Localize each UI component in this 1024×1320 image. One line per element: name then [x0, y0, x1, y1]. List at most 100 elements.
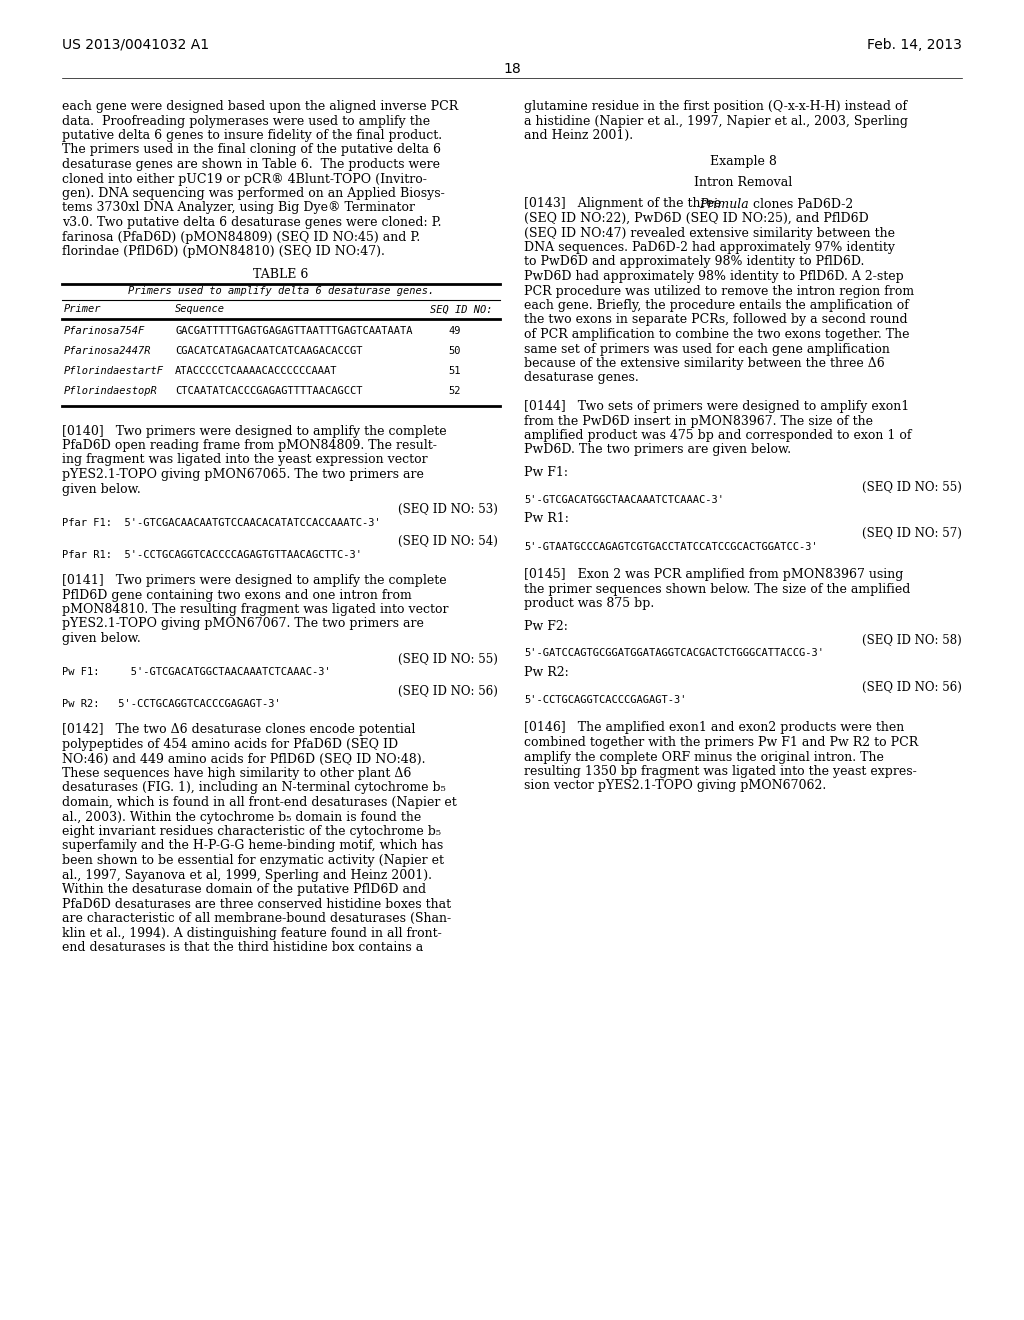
Text: polypeptides of 454 amino acids for PfaD6D (SEQ ID: polypeptides of 454 amino acids for PfaD… [62, 738, 398, 751]
Text: glutamine residue in the first position (Q-x-x-H-H) instead of: glutamine residue in the first position … [524, 100, 907, 114]
Text: Sequence: Sequence [175, 305, 225, 314]
Text: (SEQ ID NO: 55): (SEQ ID NO: 55) [862, 480, 962, 494]
Text: pYES2.1-TOPO giving pMON67067. The two primers are: pYES2.1-TOPO giving pMON67067. The two p… [62, 618, 424, 631]
Text: given below.: given below. [62, 632, 140, 645]
Text: Pw R1:: Pw R1: [524, 512, 569, 525]
Text: 18: 18 [503, 62, 521, 77]
Text: Pfar R1:  5'-CCTGCAGGTCACCCCAGAGTGTTAACAGCTTC-3': Pfar R1: 5'-CCTGCAGGTCACCCCAGAGTGTTAACAG… [62, 549, 362, 560]
Text: Example 8: Example 8 [710, 156, 776, 169]
Text: (SEQ ID NO: 53): (SEQ ID NO: 53) [398, 503, 498, 516]
Text: CTCAATATCACCCGAGAGTTTTAACAGCCT: CTCAATATCACCCGAGAGTTTTAACAGCCT [175, 385, 362, 396]
Text: 52: 52 [449, 385, 461, 396]
Text: combined together with the primers Pw F1 and Pw R2 to PCR: combined together with the primers Pw F1… [524, 737, 919, 748]
Text: ing fragment was ligated into the yeast expression vector: ing fragment was ligated into the yeast … [62, 454, 428, 466]
Text: the primer sequences shown below. The size of the amplified: the primer sequences shown below. The si… [524, 582, 910, 595]
Text: PCR procedure was utilized to remove the intron region from: PCR procedure was utilized to remove the… [524, 285, 914, 297]
Text: 5'-GATCCAGTGCGGATGGATAGGTCACGACTCTGGGCATTACCG-3': 5'-GATCCAGTGCGGATGGATAGGTCACGACTCTGGGCAT… [524, 648, 824, 659]
Text: domain, which is found in all front-end desaturases (Napier et: domain, which is found in all front-end … [62, 796, 457, 809]
Text: tems 3730xl DNA Analyzer, using Big Dye® Terminator: tems 3730xl DNA Analyzer, using Big Dye®… [62, 202, 415, 214]
Text: PflorindaestartF: PflorindaestartF [63, 366, 164, 375]
Text: 5'-CCTGCAGGTCACCCGAGAGT-3': 5'-CCTGCAGGTCACCCGAGAGT-3' [524, 696, 686, 705]
Text: [0142]   The two Δ6 desaturase clones encode potential: [0142] The two Δ6 desaturase clones enco… [62, 723, 416, 737]
Text: (SEQ ID NO: 55): (SEQ ID NO: 55) [398, 652, 498, 665]
Text: (SEQ ID NO:47) revealed extensive similarity between the: (SEQ ID NO:47) revealed extensive simila… [524, 227, 895, 239]
Text: [0146]   The amplified exon1 and exon2 products were then: [0146] The amplified exon1 and exon2 pro… [524, 722, 904, 734]
Text: resulting 1350 bp fragment was ligated into the yeast expres-: resulting 1350 bp fragment was ligated i… [524, 766, 916, 777]
Text: 51: 51 [449, 366, 461, 375]
Text: amplify the complete ORF minus the original intron. The: amplify the complete ORF minus the origi… [524, 751, 884, 763]
Text: DNA sequences. PaD6D-2 had approximately 97% identity: DNA sequences. PaD6D-2 had approximately… [524, 242, 895, 253]
Text: (SEQ ID NO:22), PwD6D (SEQ ID NO:25), and PflD6D: (SEQ ID NO:22), PwD6D (SEQ ID NO:25), an… [524, 213, 868, 224]
Text: [0144]   Two sets of primers were designed to amplify exon1: [0144] Two sets of primers were designed… [524, 400, 909, 413]
Text: amplified product was 475 bp and corresponded to exon 1 of: amplified product was 475 bp and corresp… [524, 429, 911, 442]
Text: pYES2.1-TOPO giving pMON67065. The two primers are: pYES2.1-TOPO giving pMON67065. The two p… [62, 469, 424, 480]
Text: TABLE 6: TABLE 6 [253, 268, 308, 281]
Text: [0143]   Alignment of the three: [0143] Alignment of the three [524, 198, 725, 210]
Text: 5'-GTAATGCCCAGAGTCGTGACCTATCCATCCGCACTGGATCC-3': 5'-GTAATGCCCAGAGTCGTGACCTATCCATCCGCACTGG… [524, 541, 818, 552]
Text: to PwD6D and approximately 98% identity to PflD6D.: to PwD6D and approximately 98% identity … [524, 256, 864, 268]
Text: eight invariant residues characteristic of the cytochrome b₅: eight invariant residues characteristic … [62, 825, 441, 838]
Text: (SEQ ID NO: 57): (SEQ ID NO: 57) [862, 527, 962, 540]
Text: data.  Proofreading polymerases were used to amplify the: data. Proofreading polymerases were used… [62, 115, 430, 128]
Text: [0140]   Two primers were designed to amplify the complete: [0140] Two primers were designed to ampl… [62, 425, 446, 437]
Text: of PCR amplification to combine the two exons together. The: of PCR amplification to combine the two … [524, 327, 909, 341]
Text: Within the desaturase domain of the putative PflD6D and: Within the desaturase domain of the puta… [62, 883, 426, 896]
Text: superfamily and the H-P-G-G heme-binding motif, which has: superfamily and the H-P-G-G heme-binding… [62, 840, 443, 853]
Text: florindae (PflD6D) (pMON84810) (SEQ ID NO:47).: florindae (PflD6D) (pMON84810) (SEQ ID N… [62, 246, 385, 257]
Text: [0141]   Two primers were designed to amplify the complete: [0141] Two primers were designed to ampl… [62, 574, 446, 587]
Text: These sequences have high similarity to other plant Δ6: These sequences have high similarity to … [62, 767, 412, 780]
Text: putative delta 6 genes to insure fidelity of the final product.: putative delta 6 genes to insure fidelit… [62, 129, 442, 143]
Text: been shown to be essential for enzymatic activity (Napier et: been shown to be essential for enzymatic… [62, 854, 444, 867]
Text: (SEQ ID NO: 54): (SEQ ID NO: 54) [398, 535, 498, 548]
Text: ATACCCCCTCAAAACACCCCCCAAAT: ATACCCCCTCAAAACACCCCCCAAAT [175, 366, 338, 375]
Text: SEQ ID NO:: SEQ ID NO: [430, 305, 493, 314]
Text: klin et al., 1994). A distinguishing feature found in all front-: klin et al., 1994). A distinguishing fea… [62, 927, 441, 940]
Text: PfaD6D open reading frame from pMON84809. The result-: PfaD6D open reading frame from pMON84809… [62, 440, 437, 451]
Text: and Heinz 2001).: and Heinz 2001). [524, 129, 633, 143]
Text: (SEQ ID NO: 56): (SEQ ID NO: 56) [398, 685, 498, 697]
Text: PflorindaestopR: PflorindaestopR [63, 385, 158, 396]
Text: desaturases (FIG. 1), including an N-terminal cytochrome b₅: desaturases (FIG. 1), including an N-ter… [62, 781, 445, 795]
Text: desaturase genes.: desaturase genes. [524, 371, 639, 384]
Text: end desaturases is that the third histidine box contains a: end desaturases is that the third histid… [62, 941, 423, 954]
Text: each gene were designed based upon the aligned inverse PCR: each gene were designed based upon the a… [62, 100, 459, 114]
Text: the two exons in separate PCRs, followed by a second round: the two exons in separate PCRs, followed… [524, 314, 907, 326]
Text: each gene. Briefly, the procedure entails the amplification of: each gene. Briefly, the procedure entail… [524, 300, 909, 312]
Text: Pw R2:   5'-CCTGCAGGTCACCCGAGAGT-3': Pw R2: 5'-CCTGCAGGTCACCCGAGAGT-3' [62, 700, 281, 709]
Text: NO:46) and 449 amino acids for PflD6D (SEQ ID NO:48).: NO:46) and 449 amino acids for PflD6D (S… [62, 752, 426, 766]
Text: 49: 49 [449, 326, 461, 335]
Text: from the PwD6D insert in pMON83967. The size of the: from the PwD6D insert in pMON83967. The … [524, 414, 873, 428]
Text: are characteristic of all membrane-bound desaturases (Shan-: are characteristic of all membrane-bound… [62, 912, 452, 925]
Text: Pfar F1:  5'-GTCGACAACAATGTCCAACACATATCCACCAAATC-3': Pfar F1: 5'-GTCGACAACAATGTCCAACACATATCCA… [62, 517, 381, 528]
Text: [0145]   Exon 2 was PCR amplified from pMON83967 using: [0145] Exon 2 was PCR amplified from pMO… [524, 568, 903, 581]
Text: Intron Removal: Intron Removal [694, 176, 793, 189]
Text: Pw F2:: Pw F2: [524, 619, 568, 632]
Text: 50: 50 [449, 346, 461, 355]
Text: because of the extensive similarity between the three Δ6: because of the extensive similarity betw… [524, 356, 885, 370]
Text: Pfarinosa2447R: Pfarinosa2447R [63, 346, 152, 355]
Text: Pw R2:: Pw R2: [524, 667, 568, 678]
Text: pMON84810. The resulting fragment was ligated into vector: pMON84810. The resulting fragment was li… [62, 603, 449, 616]
Text: given below.: given below. [62, 483, 140, 495]
Text: Primula: Primula [699, 198, 749, 210]
Text: farinosa (PfaD6D) (pMON84809) (SEQ ID NO:45) and P.: farinosa (PfaD6D) (pMON84809) (SEQ ID NO… [62, 231, 420, 243]
Text: clones PaD6D-2: clones PaD6D-2 [749, 198, 853, 210]
Text: GACGATTTTTGAGTGAGAGTTAATTTGAGTCAATAATA: GACGATTTTTGAGTGAGAGTTAATTTGAGTCAATAATA [175, 326, 413, 335]
Text: PwD6D. The two primers are given below.: PwD6D. The two primers are given below. [524, 444, 792, 457]
Text: Primers used to amplify delta 6 desaturase genes.: Primers used to amplify delta 6 desatura… [128, 286, 434, 297]
Text: desaturase genes are shown in Table 6.  The products were: desaturase genes are shown in Table 6. T… [62, 158, 440, 172]
Text: (SEQ ID NO: 56): (SEQ ID NO: 56) [862, 681, 962, 693]
Text: Pfarinosa754F: Pfarinosa754F [63, 326, 145, 335]
Text: The primers used in the final cloning of the putative delta 6: The primers used in the final cloning of… [62, 144, 441, 157]
Text: cloned into either pUC19 or pCR® 4Blunt-TOPO (Invitro-: cloned into either pUC19 or pCR® 4Blunt-… [62, 173, 427, 186]
Text: Pw F1:     5'-GTCGACATGGCTAACAAATCTCAAAC-3': Pw F1: 5'-GTCGACATGGCTAACAAATCTCAAAC-3' [62, 667, 331, 677]
Text: 5'-GTCGACATGGCTAACAAATCTCAAAC-3': 5'-GTCGACATGGCTAACAAATCTCAAAC-3' [524, 495, 724, 506]
Text: Primer: Primer [63, 305, 101, 314]
Text: Feb. 14, 2013: Feb. 14, 2013 [867, 38, 962, 51]
Text: CGACATCATAGACAATCATCAAGACACCGT: CGACATCATAGACAATCATCAAGACACCGT [175, 346, 362, 355]
Text: gen). DNA sequencing was performed on an Applied Biosys-: gen). DNA sequencing was performed on an… [62, 187, 444, 201]
Text: product was 875 bp.: product was 875 bp. [524, 597, 654, 610]
Text: a histidine (Napier et al., 1997, Napier et al., 2003, Sperling: a histidine (Napier et al., 1997, Napier… [524, 115, 908, 128]
Text: Pw F1:: Pw F1: [524, 466, 568, 479]
Text: same set of primers was used for each gene amplification: same set of primers was used for each ge… [524, 342, 890, 355]
